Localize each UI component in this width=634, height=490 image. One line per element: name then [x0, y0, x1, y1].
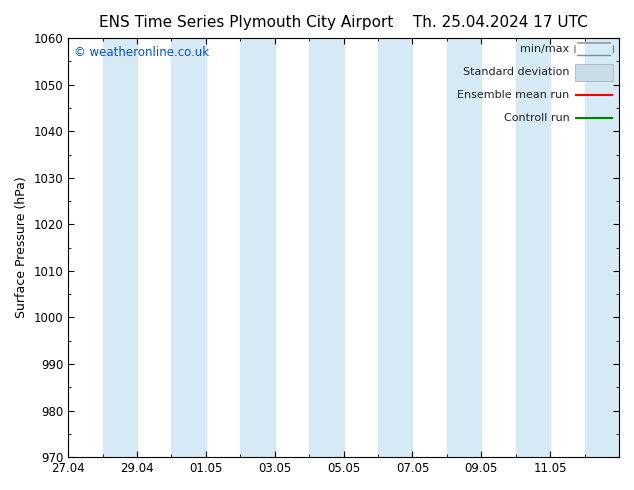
Text: © weatheronline.co.uk: © weatheronline.co.uk	[74, 47, 209, 59]
Bar	[447, 38, 481, 457]
Bar	[575, 64, 614, 81]
Title: ENS Time Series Plymouth City Airport    Th. 25.04.2024 17 UTC: ENS Time Series Plymouth City Airport Th…	[99, 15, 588, 30]
Bar	[103, 38, 137, 457]
Bar	[240, 38, 275, 457]
Bar	[378, 38, 413, 457]
Bar	[309, 38, 344, 457]
Text: Ensemble mean run: Ensemble mean run	[457, 90, 569, 100]
Bar	[585, 38, 619, 457]
Bar	[171, 38, 206, 457]
Text: Standard deviation: Standard deviation	[463, 67, 569, 77]
Bar	[515, 38, 550, 457]
Y-axis label: Surface Pressure (hPa): Surface Pressure (hPa)	[15, 177, 28, 318]
Text: Controll run: Controll run	[503, 113, 569, 123]
Text: min/max: min/max	[520, 44, 569, 54]
